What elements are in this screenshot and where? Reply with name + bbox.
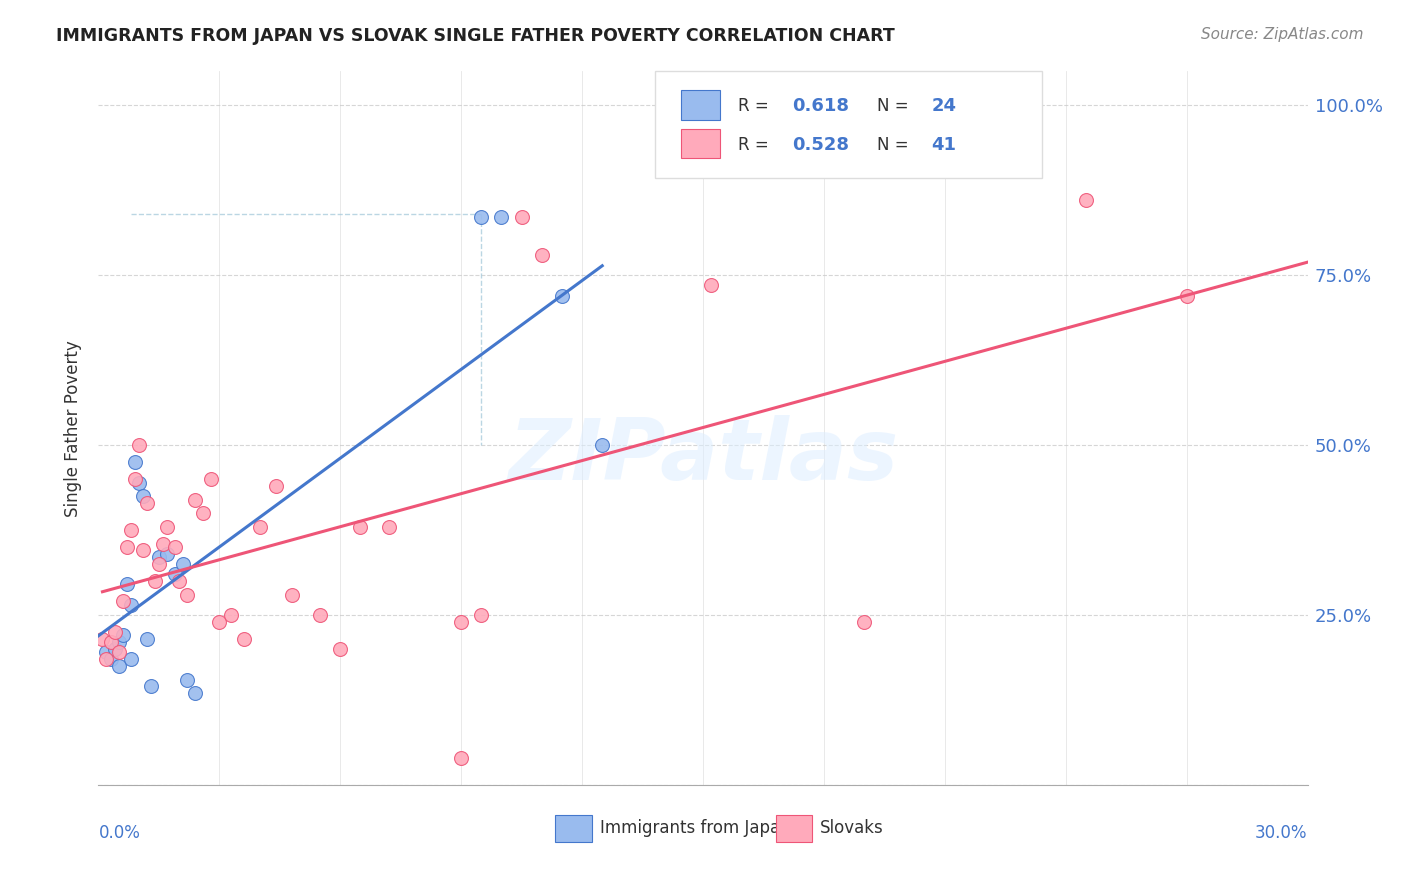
Point	[450, 615, 472, 629]
Point	[111, 594, 134, 608]
Point	[91, 632, 114, 646]
Text: N =: N =	[877, 136, 914, 153]
Point	[163, 540, 186, 554]
Text: 0.618: 0.618	[793, 97, 849, 115]
Text: ZIPatlas: ZIPatlas	[508, 415, 898, 499]
Point	[221, 608, 243, 623]
Point	[120, 598, 142, 612]
Point	[100, 652, 122, 666]
Point	[470, 608, 492, 623]
Point	[232, 632, 254, 646]
Point	[1074, 194, 1097, 208]
Point	[132, 489, 155, 503]
Point	[120, 652, 142, 666]
Point	[143, 574, 166, 588]
Point	[128, 475, 150, 490]
Point	[551, 288, 574, 302]
Point	[249, 519, 271, 533]
Point	[281, 588, 304, 602]
Text: R =: R =	[738, 136, 775, 153]
FancyBboxPatch shape	[655, 71, 1042, 178]
Point	[349, 519, 371, 533]
Point	[135, 496, 157, 510]
FancyBboxPatch shape	[555, 815, 592, 842]
Point	[264, 479, 287, 493]
Text: Immigrants from Japan: Immigrants from Japan	[600, 819, 790, 837]
Point	[377, 519, 399, 533]
FancyBboxPatch shape	[682, 90, 720, 120]
Point	[200, 472, 222, 486]
Point	[139, 680, 162, 694]
Point	[156, 547, 179, 561]
Text: 0.0%: 0.0%	[98, 824, 141, 842]
Text: Source: ZipAtlas.com: Source: ZipAtlas.com	[1201, 27, 1364, 42]
Point	[111, 628, 134, 642]
Point	[491, 211, 513, 225]
Point	[107, 635, 129, 649]
Point	[135, 632, 157, 646]
Point	[107, 659, 129, 673]
Point	[176, 588, 198, 602]
Point	[115, 540, 138, 554]
Point	[193, 506, 215, 520]
FancyBboxPatch shape	[776, 815, 811, 842]
Point	[510, 211, 533, 225]
Text: Slovaks: Slovaks	[820, 819, 884, 837]
Point	[107, 645, 129, 659]
Text: 0.528: 0.528	[793, 136, 849, 153]
Text: 30.0%: 30.0%	[1256, 824, 1308, 842]
Point	[450, 751, 472, 765]
Point	[132, 543, 155, 558]
Text: IMMIGRANTS FROM JAPAN VS SLOVAK SINGLE FATHER POVERTY CORRELATION CHART: IMMIGRANTS FROM JAPAN VS SLOVAK SINGLE F…	[56, 27, 896, 45]
Point	[128, 438, 150, 452]
Text: 24: 24	[932, 97, 956, 115]
Text: 41: 41	[932, 136, 956, 153]
Point	[115, 577, 138, 591]
Text: R =: R =	[738, 97, 775, 115]
Point	[96, 645, 118, 659]
Point	[172, 557, 194, 571]
Point	[591, 438, 613, 452]
Point	[148, 550, 170, 565]
FancyBboxPatch shape	[682, 128, 720, 159]
Point	[100, 635, 122, 649]
Point	[1175, 288, 1198, 302]
Point	[208, 615, 231, 629]
Point	[152, 537, 174, 551]
Point	[184, 492, 207, 507]
Point	[124, 472, 146, 486]
Point	[96, 652, 118, 666]
Text: N =: N =	[877, 97, 914, 115]
Point	[700, 278, 723, 293]
Point	[329, 642, 352, 657]
Point	[148, 557, 170, 571]
Point	[167, 574, 190, 588]
Point	[103, 642, 125, 657]
Point	[156, 519, 179, 533]
Point	[103, 625, 125, 640]
Point	[184, 686, 207, 700]
Point	[853, 615, 876, 629]
Point	[530, 248, 553, 262]
Y-axis label: Single Father Poverty: Single Father Poverty	[65, 340, 83, 516]
Point	[163, 567, 186, 582]
Point	[176, 673, 198, 687]
Point	[124, 455, 146, 469]
Point	[309, 608, 332, 623]
Point	[470, 211, 492, 225]
Point	[120, 523, 142, 537]
